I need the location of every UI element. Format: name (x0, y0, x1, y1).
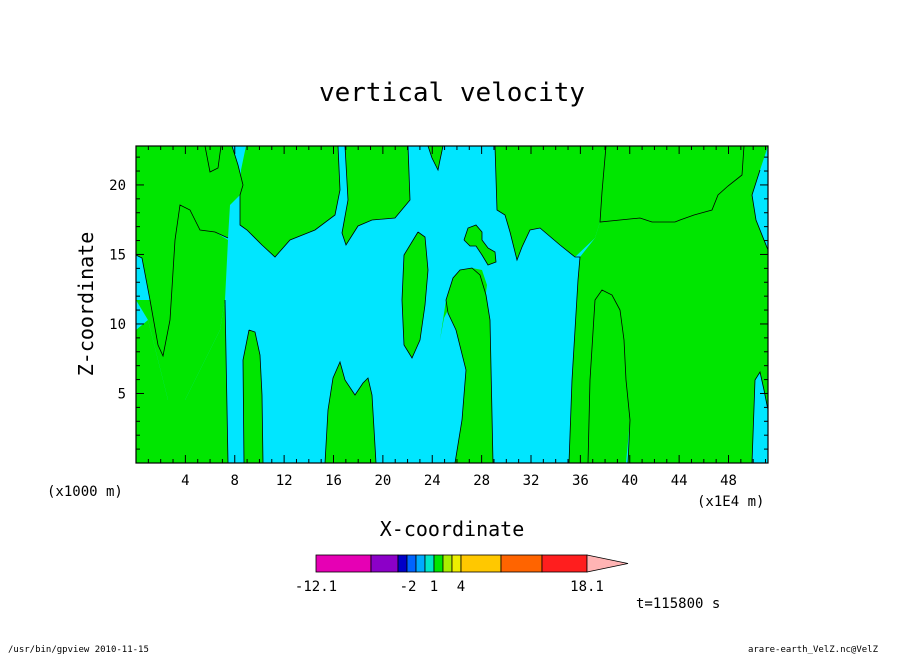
positive-region (569, 146, 768, 463)
x-tick-label: 48 (720, 473, 737, 489)
y-tick-label: 20 (109, 178, 126, 194)
colorbar-swatch (424, 554, 435, 573)
y-tick-label: 10 (109, 317, 126, 333)
positive-region (136, 205, 228, 400)
x-tick-label: 12 (276, 473, 293, 489)
x-tick-label: 16 (325, 473, 342, 489)
colorbar-swatch (406, 554, 417, 573)
x-unit-note: (x1000 m) (47, 484, 123, 500)
colorbar-label: -2 (400, 579, 417, 595)
colorbar-label: 1 (430, 579, 438, 595)
colorbar-swatch (433, 554, 444, 573)
positive-region (243, 330, 263, 463)
plot-frame (135, 145, 769, 464)
colorbar-swatch (500, 554, 543, 573)
positive-region (342, 146, 410, 245)
y-tick-label: 5 (118, 386, 126, 402)
colorbar-arrow (586, 554, 629, 573)
x-tick-label: 20 (374, 473, 391, 489)
time-label: t=115800 s (636, 596, 720, 612)
colorbar-label: 18.1 (570, 579, 604, 595)
x-scale-note: (x1E4 m) (697, 494, 764, 510)
positive-region (600, 146, 744, 222)
positive-region (402, 232, 428, 358)
positive-region (136, 146, 243, 356)
x-tick-label: 40 (621, 473, 638, 489)
plot-area (136, 146, 768, 463)
x-tick-label: 36 (572, 473, 589, 489)
footer-left: /usr/bin/gpview 2010-11-15 (8, 645, 149, 654)
colorbar-swatch (541, 554, 588, 573)
colorbar-swatch (442, 554, 453, 573)
x-tick-label: 32 (523, 473, 540, 489)
positive-region (588, 290, 630, 463)
x-tick-label: 24 (424, 473, 441, 489)
colorbar-labels: -12.1 -2 1 4 18.1 (295, 579, 604, 595)
positive-regions (136, 146, 768, 463)
positive-region (240, 146, 340, 257)
x-tick-label: 44 (671, 473, 688, 489)
y-axis: 5 10 15 20 (109, 156, 768, 450)
positive-region (325, 362, 376, 463)
x-tick-label: 8 (231, 473, 239, 489)
colorbar-swatch (370, 554, 399, 573)
x-tick-label: 4 (181, 473, 189, 489)
colorbar-label: -12.1 (295, 579, 337, 595)
positive-region (495, 146, 606, 260)
colorbar-label: 4 (457, 579, 465, 595)
y-axis-label: Z-coordinate (74, 232, 98, 377)
positive-region (136, 300, 228, 463)
colorbar-swatch (460, 554, 502, 573)
positive-region (440, 268, 487, 340)
footer-right: arare-earth_VelZ.nc@VelZ (748, 645, 879, 654)
x-axis: 4 8 12 16 20 24 28 32 36 40 44 48 (147, 146, 767, 489)
y-tick-label: 15 (109, 247, 126, 263)
zero-contour-line (136, 146, 768, 463)
colorbar (315, 554, 629, 573)
chart-title: vertical velocity (319, 78, 585, 108)
colorbar-swatch (397, 554, 408, 573)
positive-region (464, 225, 496, 265)
colorbar-swatch (415, 554, 426, 573)
x-axis-label: X-coordinate (380, 517, 525, 541)
colorbar-swatch (315, 554, 372, 573)
x-tick-label: 28 (473, 473, 490, 489)
colorbar-swatch (451, 554, 462, 573)
